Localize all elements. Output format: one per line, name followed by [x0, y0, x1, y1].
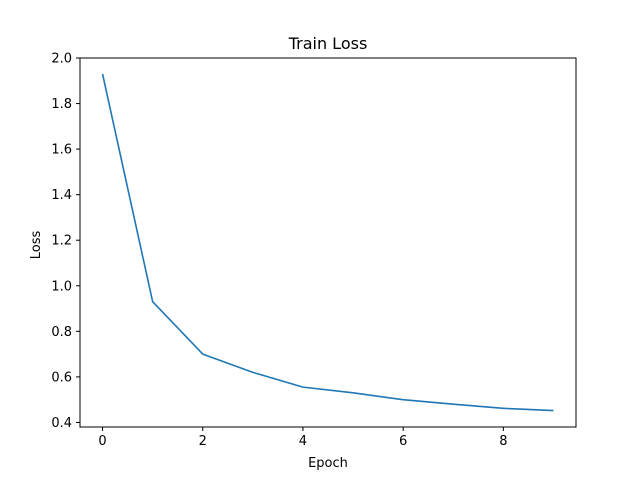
- labels-layer: Train Loss Epoch Loss: [29, 34, 367, 471]
- x-axis-label: Epoch: [308, 456, 348, 471]
- y-tick-label: 2.0: [51, 52, 72, 67]
- plot-frame: [79, 57, 577, 428]
- plot-layer: [101, 73, 554, 412]
- axes-layer: 0 2 4 6 8 0.4 0.6 0.8 1.0 1.2 1.4 1.6 1.8 2.0: [51, 52, 577, 449]
- y-tick-label: 0.8: [51, 325, 72, 340]
- y-axis-label: Loss: [29, 231, 44, 260]
- chart-title: Train Loss: [288, 34, 368, 53]
- y-tick-label: 0.6: [51, 370, 72, 385]
- x-tick-label: 8: [499, 434, 507, 449]
- y-tick-label: 1.0: [51, 279, 72, 294]
- x-tick-label: 4: [299, 434, 307, 449]
- y-tick-label: 0.4: [51, 416, 72, 431]
- x-tick-label: 6: [399, 434, 407, 449]
- x-tick-label: 2: [199, 434, 207, 449]
- y-tick-label: 1.4: [51, 188, 72, 203]
- x-tick-label: 0: [98, 434, 106, 449]
- y-tick-label: 1.6: [51, 143, 72, 158]
- y-tick-label: 1.2: [51, 234, 72, 249]
- series-line-0: [101, 73, 554, 412]
- y-tick-label: 1.8: [51, 97, 72, 112]
